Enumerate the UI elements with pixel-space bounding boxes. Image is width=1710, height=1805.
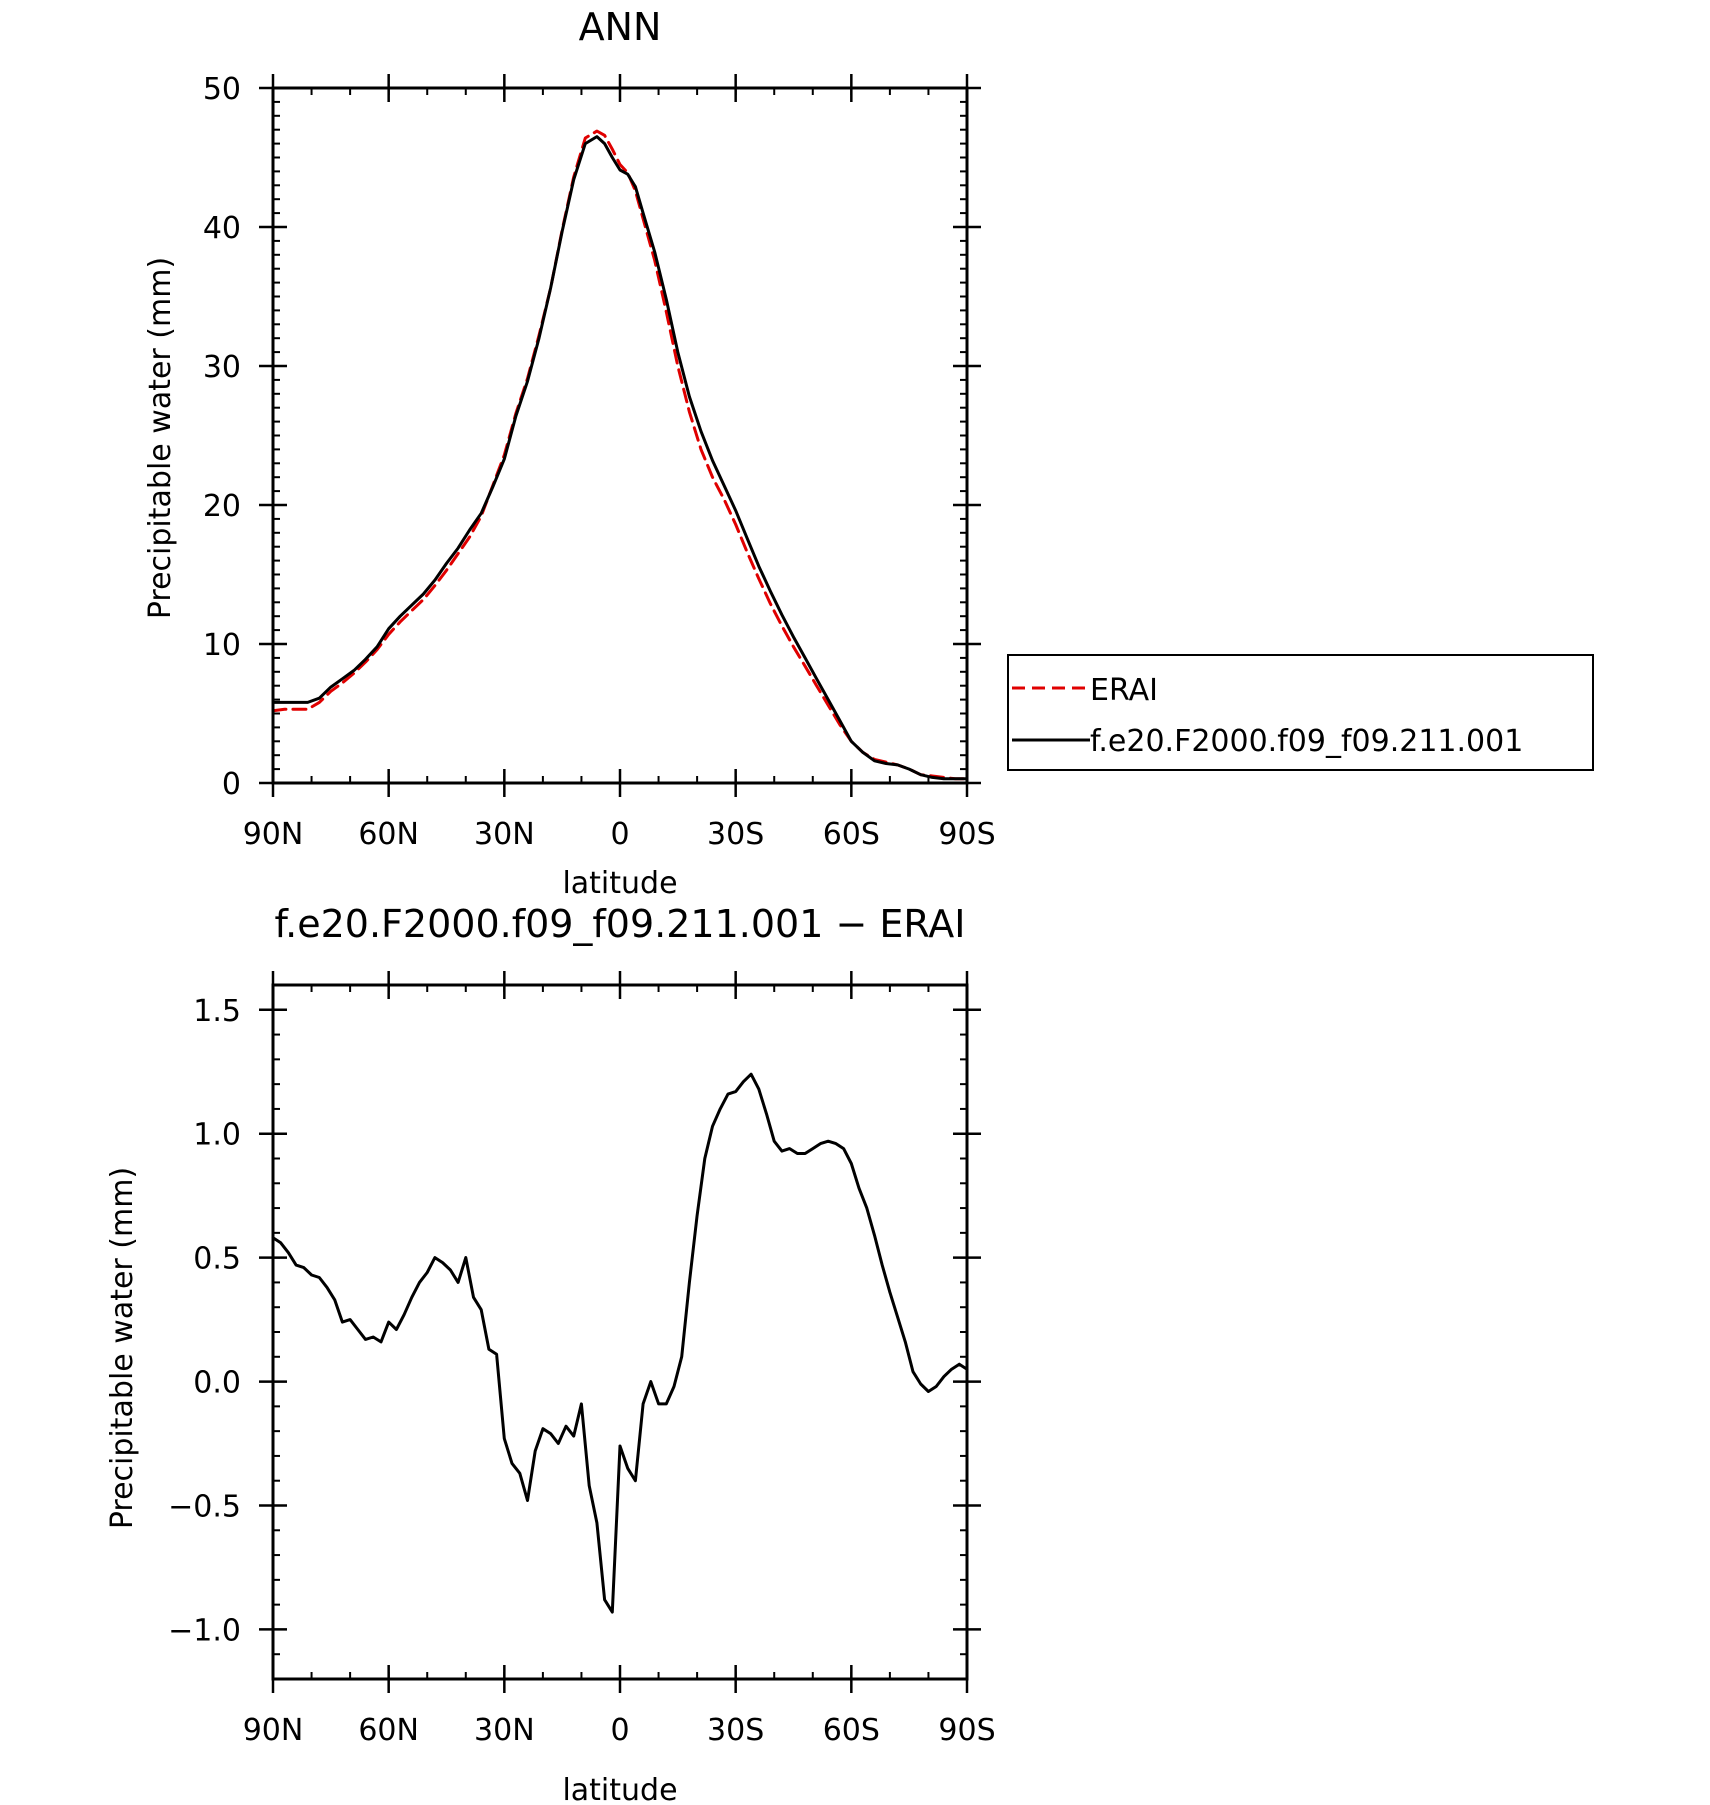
x-axis-label: latitude	[562, 866, 677, 901]
chart-title: ANN	[579, 5, 662, 49]
panel-difference: f.e20.F2000.f09_f09.211.001 − ERAI Preci…	[105, 902, 996, 1805]
x-tick-label: 60N	[358, 1713, 419, 1748]
x-tick-label: 60S	[823, 817, 880, 852]
legend-box	[1007, 654, 1594, 771]
x-tick-label: 90S	[938, 1713, 995, 1748]
y-axis-label: Precipitable water (mm)	[143, 257, 178, 619]
y-tick-label: 1.0	[193, 1118, 241, 1153]
x-tick-label: 0	[610, 1713, 629, 1748]
x-tick-label: 30N	[474, 817, 535, 852]
series-line-difference	[271, 1072, 969, 1614]
x-tick-label: 30N	[474, 1713, 535, 1748]
y-axis-label: Precipitable water (mm)	[105, 1167, 140, 1529]
legend-label-model: f.e20.F2000.f09_f09.211.001	[1090, 724, 1523, 759]
x-tick-label: 60N	[358, 817, 419, 852]
series-lines	[271, 1072, 969, 1614]
chart-title: f.e20.F2000.f09_f09.211.001 − ERAI	[275, 902, 966, 946]
x-tick-label: 0	[610, 817, 629, 852]
y-tick-label: 20	[203, 489, 241, 524]
x-axis-label: latitude	[562, 1773, 677, 1805]
y-tick-label: 0.5	[193, 1242, 241, 1277]
plot-frame	[271, 86, 969, 785]
y-tick-label: −0.5	[168, 1490, 241, 1525]
x-tick-label: 60S	[823, 1713, 880, 1748]
x-tick-label: 90N	[243, 817, 304, 852]
x-tick-label: 30S	[707, 1713, 764, 1748]
y-tick-label: 50	[203, 72, 241, 107]
axis-ticks: 90N 60N 30N 0 30S 60S 90S 0 10 20 30 40 50	[203, 72, 996, 852]
y-tick-label: 40	[203, 211, 241, 246]
x-tick-label: 90S	[938, 817, 995, 852]
y-tick-label: 30	[203, 350, 241, 385]
x-tick-label: 30S	[707, 817, 764, 852]
series-line-erai	[271, 129, 969, 781]
panel-annual-mean: ANN Precipitable water (mm) latitude 90N…	[143, 5, 1594, 901]
y-tick-label: 0.0	[193, 1366, 241, 1401]
plot-frame	[271, 983, 969, 1681]
legend: ERAI f.e20.F2000.f09_f09.211.001	[1007, 654, 1594, 771]
x-tick-label: 90N	[243, 1713, 304, 1748]
y-tick-label: 10	[203, 628, 241, 663]
axis-ticks: 90N 60N 30N 0 30S 60S 90S −1.0 −0.5 0.0 0.5 1.0 1.5	[168, 971, 996, 1748]
y-tick-label: 0	[222, 767, 241, 802]
y-tick-label: −1.0	[168, 1613, 241, 1648]
y-tick-label: 1.5	[193, 994, 241, 1029]
legend-label-erai: ERAI	[1090, 673, 1158, 708]
series-lines	[271, 129, 969, 781]
series-line-f-e20-f2000-f09-f09-211-001	[271, 135, 969, 781]
